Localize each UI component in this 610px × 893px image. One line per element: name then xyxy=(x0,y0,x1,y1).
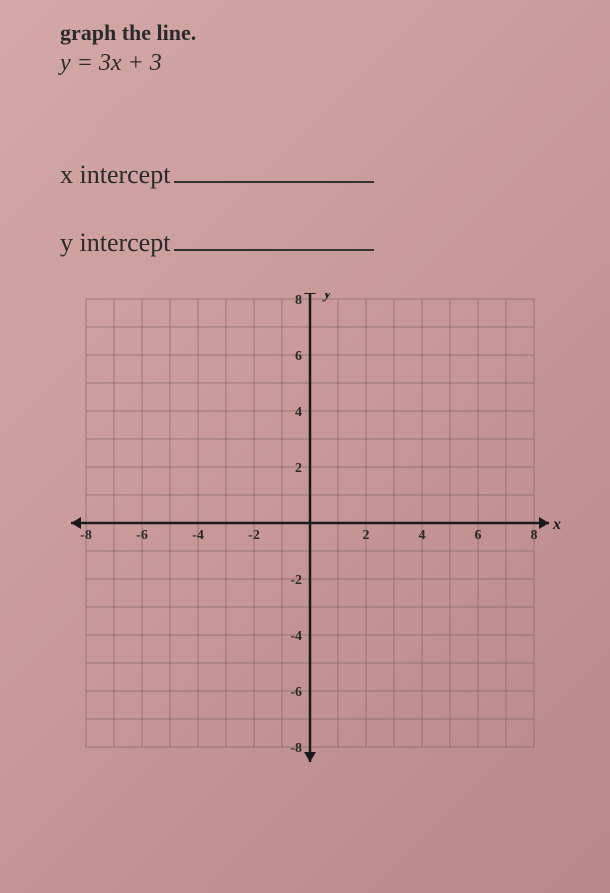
equation-text: y = 3x + 3 xyxy=(60,50,570,77)
svg-text:6: 6 xyxy=(295,349,302,364)
svg-text:2: 2 xyxy=(363,528,370,543)
svg-text:x: x xyxy=(552,516,561,533)
y-intercept-label: y intercept xyxy=(60,228,170,258)
svg-text:4: 4 xyxy=(295,405,302,420)
svg-text:-4: -4 xyxy=(290,629,302,644)
svg-text:4: 4 xyxy=(419,528,426,543)
svg-text:6: 6 xyxy=(475,528,482,543)
y-intercept-row: y intercept xyxy=(60,225,570,258)
x-intercept-row: x intercept xyxy=(60,157,570,190)
axis-labels: yx xyxy=(322,293,561,533)
instruction-text: graph the line. xyxy=(60,20,570,46)
svg-text:-6: -6 xyxy=(136,528,148,543)
svg-text:-4: -4 xyxy=(192,528,204,543)
svg-text:-2: -2 xyxy=(248,528,260,543)
svg-text:-2: -2 xyxy=(290,573,302,588)
svg-text:-8: -8 xyxy=(80,528,92,543)
svg-text:-6: -6 xyxy=(290,685,302,700)
svg-text:2: 2 xyxy=(295,461,302,476)
y-intercept-blank[interactable] xyxy=(174,225,374,251)
svg-text:-8: -8 xyxy=(290,741,302,756)
x-intercept-blank[interactable] xyxy=(174,157,374,183)
x-intercept-label: x intercept xyxy=(60,160,170,190)
svg-text:8: 8 xyxy=(295,293,302,308)
graph-svg: -8-6-4-22468-8-6-4-22468 yx xyxy=(50,293,570,773)
svg-text:y: y xyxy=(322,293,332,302)
coordinate-plane: -8-6-4-22468-8-6-4-22468 yx xyxy=(50,293,570,773)
svg-text:8: 8 xyxy=(531,528,538,543)
